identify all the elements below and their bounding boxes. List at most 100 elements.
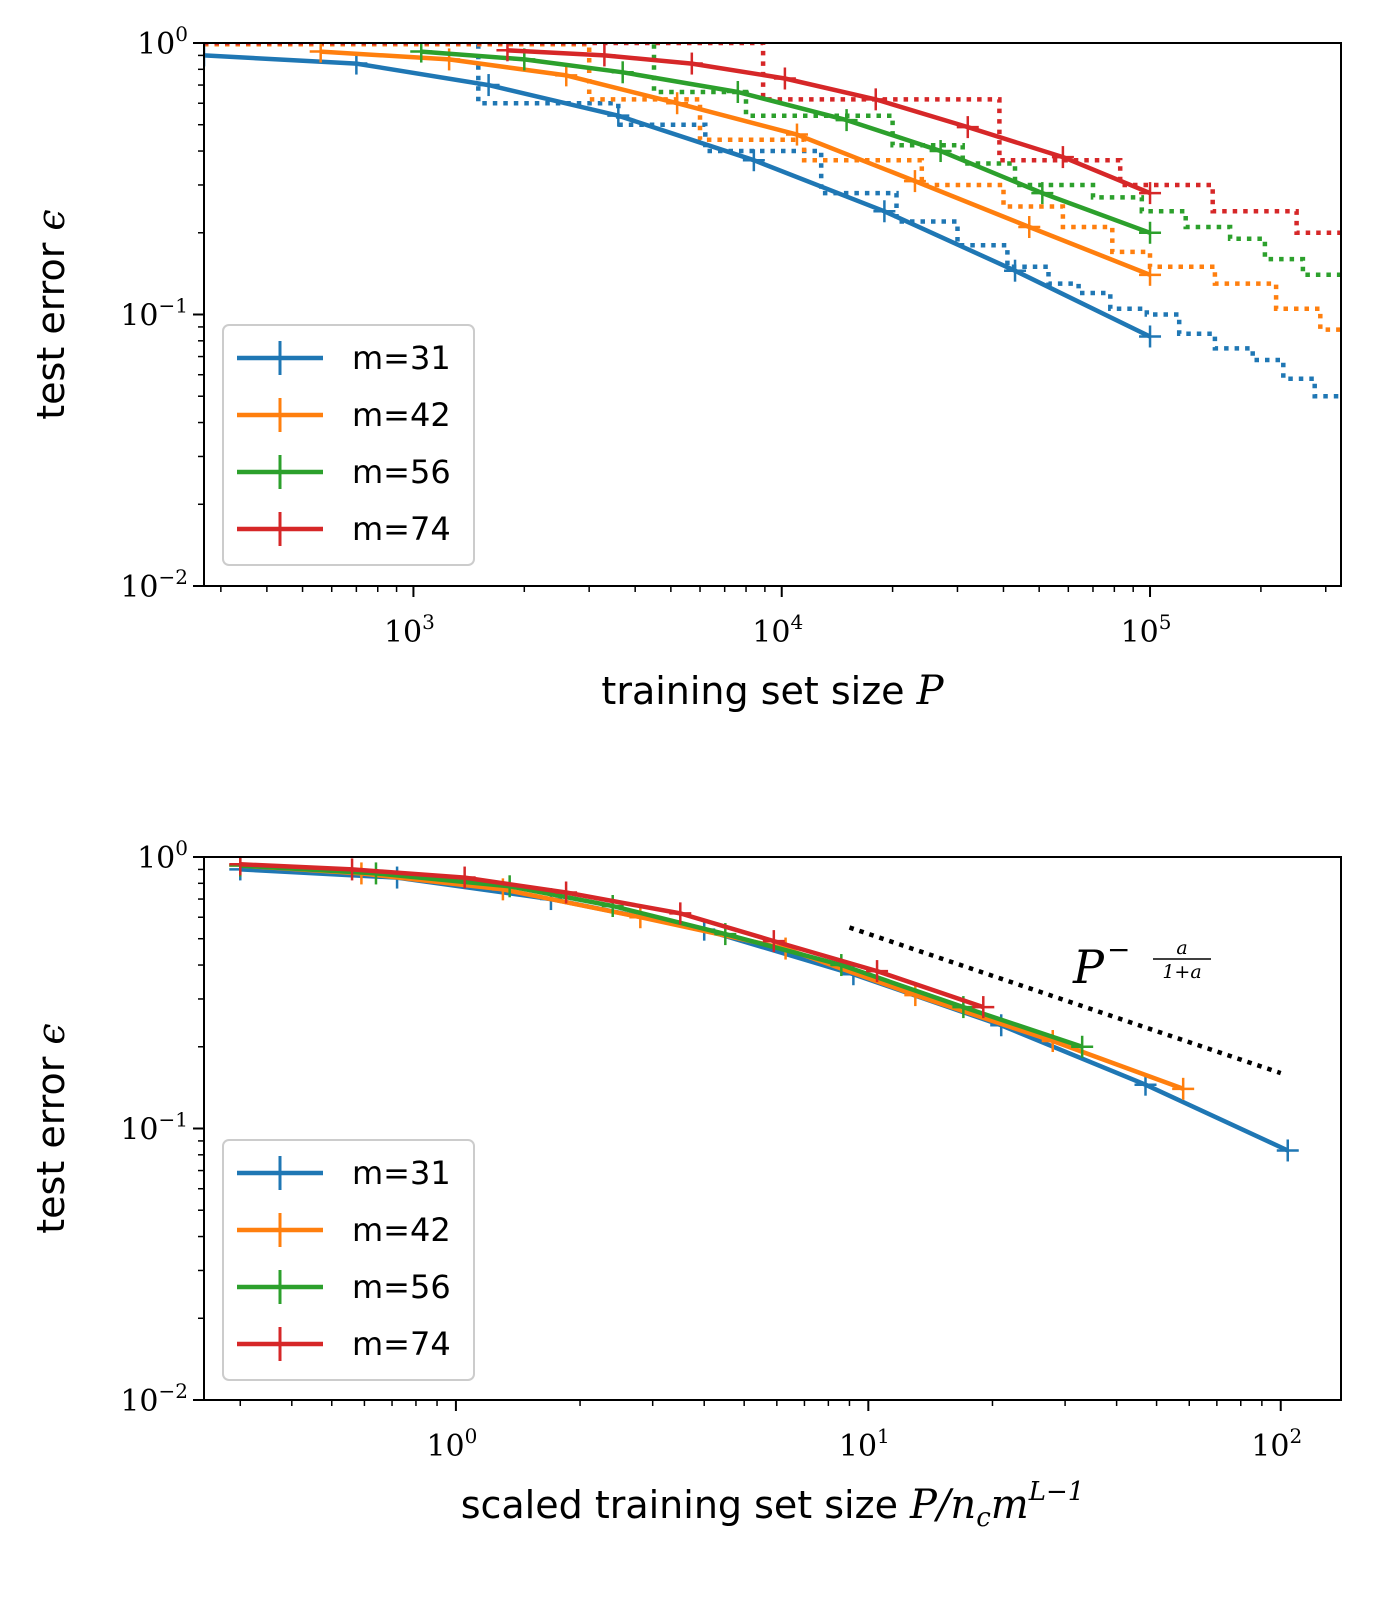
data-point-m=42 [1172,1077,1195,1100]
y-tick-label: 100 [137,22,188,62]
x-tick-label: 105 [1121,610,1172,650]
legend-label: m=56 [352,1268,451,1306]
series-line-m=31 [204,53,1151,339]
x-axis-label-math: P/n [909,1482,976,1528]
data-point-m=31 [477,74,500,97]
legend: m=31 m=42 m=56 m=74 [222,1139,475,1381]
legend-box [222,1139,475,1381]
data-point-m=74 [1139,182,1162,205]
data-point-m=74 [866,960,889,983]
plot-area [204,43,1341,399]
legend-entry: m=42 [237,1211,451,1249]
x-tick-label: 101 [839,1424,890,1464]
y-axis-label-math: ϵ [29,1023,73,1044]
x-tick-label: 100 [426,1424,477,1464]
series-line-m=56 [421,49,1151,235]
data-point-m=42 [666,92,689,115]
series-line-m=74 [507,48,1151,196]
data-point-m=42 [903,170,926,193]
annotation-frac-den: 1+a [1162,961,1201,983]
data-point-m=74 [972,996,995,1019]
series-line-m=31 [240,867,1289,1153]
legend-label: m=74 [352,1325,451,1363]
x-tick-label-base: 10 [752,615,790,650]
legend-box [222,324,475,566]
legend-entry: m=74 [237,510,451,548]
y-tick-label-base: 10 [120,1113,158,1148]
data-point-m=74 [229,857,252,876]
x-axis-label-sub: c [976,1503,991,1533]
data-point-m=31 [345,52,368,75]
x-axis-label-math: P [916,668,945,714]
data-point-m=74 [864,88,887,111]
data-point-m=31 [1139,325,1162,348]
legend-entry: m=31 [237,339,451,377]
x-tick-label-base: 10 [1121,615,1159,650]
data-point-m=56 [726,80,749,103]
data-point-m=31 [1276,1139,1299,1162]
data-point-m=74 [341,858,364,881]
y-tick-label-base: 10 [120,1384,158,1419]
legend-label: m=74 [352,510,451,548]
dotted-series-m=56 [651,44,1341,278]
data-point-m=56 [1031,182,1054,205]
data-point-m=31 [204,44,215,67]
legend-label: m=56 [352,453,451,491]
data-point-m=56 [410,43,433,63]
series-line-m=56 [240,863,1083,1049]
y-tick-label-exp: −2 [159,565,188,589]
y-tick-label-exp: −1 [159,294,188,318]
data-point-m=42 [1018,216,1041,239]
data-point-m=74 [669,902,692,925]
y-tick-label-exp: 0 [175,22,188,46]
data-point-m=74 [453,866,476,889]
x-tick-label: 102 [1251,1424,1302,1464]
annotation-base: P [1072,940,1105,994]
legend: m=31 m=42 m=56 m=74 [222,324,475,566]
legend-label: m=42 [352,1211,451,1249]
y-tick-label: 10−2 [120,565,188,605]
x-tick-label-base: 10 [384,615,422,650]
data-point-m=56 [835,109,858,132]
data-point-m=31 [1004,259,1027,282]
y-axis-label: test error ϵ [29,1023,73,1233]
y-tick-label: 10−1 [120,1108,188,1148]
x-tick-label-base: 10 [1251,1429,1289,1464]
x-tick-label-exp: 2 [1289,1424,1302,1448]
legend-label: m=31 [352,1154,451,1192]
x-tick-label: 103 [384,610,435,650]
data-point-m=56 [929,140,952,163]
data-point-m=74 [956,116,979,139]
axes-frame [203,42,1342,587]
series-line-m=42 [320,49,1151,277]
data-point-m=56 [611,61,634,84]
x-axis-label: training set size P [601,668,944,714]
legend-entry: m=31 [237,1154,451,1192]
series-line-m=74 [240,862,985,1010]
data-point-m=74 [1051,146,1074,169]
data-point-m=74 [762,930,785,953]
data-point-m=42 [629,906,652,929]
data-point-m=42 [1139,263,1162,286]
x-axis-label-math-m: m [991,1482,1029,1528]
x-tick-label: 104 [752,610,803,650]
y-tick-label-exp: −1 [159,1108,188,1132]
axes-frame [203,856,1342,1401]
x-tick-label-exp: 3 [422,610,435,634]
series-line-m=42 [240,863,1184,1091]
y-axis-label-text: test error [29,231,73,420]
data-point-m=31 [607,104,630,127]
x-tick-label-base: 10 [839,1429,877,1464]
dotted-series-m=31 [476,44,1341,399]
data-point-m=74 [773,67,796,90]
power-law-annotation: P − a1+a [1072,933,1211,994]
dotted-series-m=74 [204,43,1341,236]
x-tick-label-base: 10 [426,1429,464,1464]
x-tick-label-exp: 0 [465,1424,478,1448]
y-axis-label-math: ϵ [29,209,73,230]
data-point-m=74 [555,881,578,904]
y-tick-label-exp: 0 [175,836,188,860]
